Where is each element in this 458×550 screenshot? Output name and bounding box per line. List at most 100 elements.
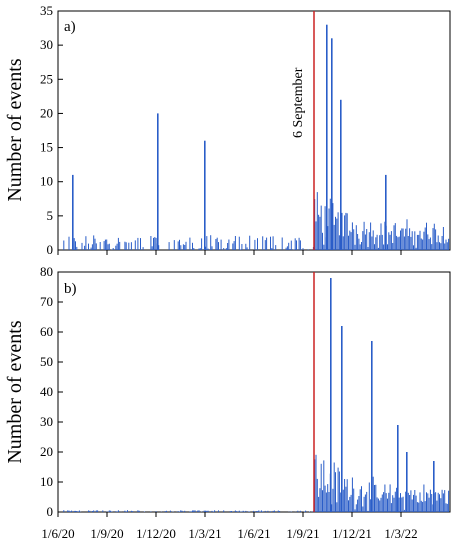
event-bar	[357, 234, 359, 250]
event-bar	[418, 234, 420, 250]
event-bar	[99, 242, 101, 250]
event-bar	[429, 489, 431, 512]
event-bar	[337, 467, 339, 512]
event-bar	[124, 510, 126, 512]
event-bar	[68, 510, 70, 512]
event-bar	[264, 510, 266, 512]
event-bar	[390, 231, 392, 250]
event-bar	[329, 198, 331, 250]
event-bar	[322, 232, 323, 250]
event-bar	[319, 488, 321, 512]
event-bar	[228, 239, 230, 250]
event-bar	[140, 238, 141, 250]
event-bar	[427, 234, 429, 250]
peak-bar	[330, 278, 332, 512]
event-bar	[236, 511, 238, 512]
event-bar	[388, 232, 390, 250]
event-bar	[350, 232, 352, 250]
y-tick-label: 0	[47, 504, 54, 519]
event-bar	[341, 212, 343, 250]
event-bar	[379, 235, 381, 250]
event-bar	[95, 510, 97, 512]
event-bar	[405, 228, 407, 250]
event-bar	[73, 238, 75, 250]
event-bar	[448, 238, 450, 250]
event-bar	[270, 511, 271, 512]
event-bar	[216, 237, 218, 250]
event-bar	[272, 510, 274, 512]
event-bar	[442, 227, 444, 250]
x-tick-label: 1/9/21	[286, 526, 319, 541]
event-bar	[111, 511, 113, 512]
event-bar	[432, 228, 434, 250]
event-bar	[104, 239, 106, 250]
event-bar	[137, 237, 139, 250]
event-bar	[428, 239, 430, 250]
event-bar	[418, 502, 420, 512]
event-bar	[277, 510, 279, 512]
event-bar	[410, 490, 412, 512]
event-bar	[169, 510, 171, 512]
event-bar	[262, 511, 264, 512]
peak-bar	[406, 452, 408, 512]
event-bar	[198, 248, 200, 250]
peak-bar	[331, 38, 333, 250]
event-bar	[402, 496, 404, 512]
event-bar	[388, 492, 390, 512]
event-bar	[439, 242, 440, 250]
event-bar	[177, 511, 179, 512]
event-bar	[259, 511, 261, 512]
panel-a-y-axis-title: Number of events	[4, 58, 26, 202]
event-bar	[88, 510, 89, 512]
event-bar	[348, 235, 349, 250]
event-bar	[410, 236, 412, 250]
event-bar	[398, 497, 400, 512]
event-bar	[138, 510, 140, 512]
event-bar	[349, 230, 351, 250]
peak-bar	[157, 113, 159, 251]
event-bar	[218, 242, 219, 250]
panel-b-label: b)	[64, 281, 77, 297]
y-tick-label: 20	[40, 444, 53, 459]
event-bar	[245, 510, 247, 512]
event-bar	[407, 236, 409, 250]
event-bar	[407, 492, 409, 512]
event-bar	[150, 236, 152, 250]
event-bar	[91, 244, 93, 250]
event-bar	[419, 492, 421, 512]
event-bar	[297, 510, 299, 512]
peak-bar	[397, 425, 399, 512]
event-bar	[422, 501, 424, 512]
event-bar	[436, 242, 438, 250]
event-bar	[387, 244, 388, 250]
event-bar	[229, 511, 231, 512]
y-tick-label: 30	[40, 37, 53, 52]
event-bar	[142, 247, 144, 250]
event-bar	[423, 484, 425, 512]
event-bar	[384, 484, 386, 512]
y-tick-label: 50	[40, 354, 53, 369]
event-bar	[189, 511, 191, 512]
event-bar	[363, 496, 365, 512]
panel-a-label: a)	[64, 19, 76, 35]
event-bar	[332, 203, 334, 250]
event-bar	[180, 510, 182, 512]
event-bar	[380, 223, 382, 250]
event-bar	[281, 237, 283, 250]
event-bar	[367, 247, 369, 250]
y-tick-label: 70	[40, 294, 53, 309]
event-bar	[436, 500, 438, 512]
event-bar	[190, 511, 192, 512]
event-bar	[379, 500, 381, 512]
event-bar	[264, 240, 266, 250]
panel-b-y-ticks: 0 10 20 30 40 50 60 70 80	[40, 264, 63, 519]
event-bar	[358, 238, 360, 250]
event-bar	[320, 205, 322, 250]
event-bar	[151, 246, 153, 250]
event-bar	[164, 511, 166, 512]
event-bar	[435, 492, 437, 512]
event-bar	[112, 248, 114, 250]
event-bar	[409, 495, 411, 512]
event-bar	[333, 462, 335, 512]
event-bar	[194, 510, 196, 512]
